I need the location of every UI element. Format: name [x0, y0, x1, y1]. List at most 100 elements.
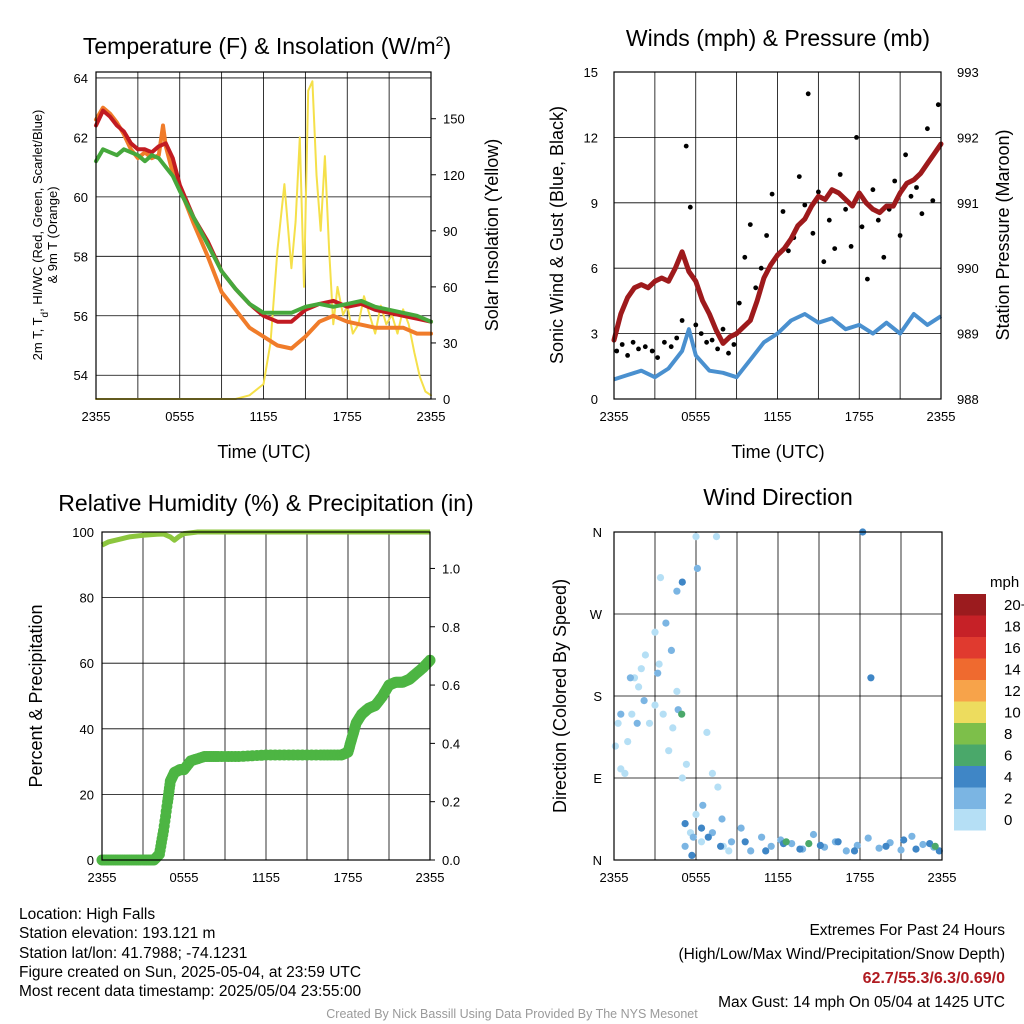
direction-point	[641, 651, 649, 659]
y-tick-labels: 0 20 40 60 80 100	[72, 525, 94, 868]
x-tick-labels: 2355 0555 1155 1755 2355	[600, 409, 956, 424]
direction-point	[875, 844, 883, 852]
y2-tick-label: 90	[443, 224, 457, 239]
direction-point	[809, 830, 818, 839]
direction-point	[621, 769, 629, 777]
direction-point	[897, 846, 905, 854]
legend-swatch	[954, 744, 986, 766]
x-tick-label: 2355	[82, 409, 111, 424]
y2-tick-labels: 0 30 60 90 120 150	[443, 112, 465, 407]
direction-point	[882, 842, 890, 850]
gust-point	[930, 198, 936, 204]
grid	[614, 71, 941, 400]
gust-point	[683, 143, 689, 149]
direction-point	[669, 724, 677, 732]
y2-tick-label: 30	[443, 336, 457, 351]
series-line-sonic-wind	[613, 312, 943, 382]
direction-point	[673, 587, 681, 595]
series-line-solar-insolation	[95, 80, 432, 400]
gust-point	[848, 244, 854, 249]
legend-label: 0	[1004, 812, 1012, 829]
gust-point	[731, 342, 737, 347]
x-axis-label: Time (UTC)	[731, 442, 824, 462]
y2-tick-labels: 988 989 990 991 992 993	[957, 65, 979, 407]
direction-point	[741, 838, 749, 846]
legend-label: 10	[1004, 705, 1021, 722]
gust-point	[753, 285, 759, 291]
direction-point	[689, 833, 697, 841]
extremes-legend: (High/Low/Max Wind/Precipitation/Snow De…	[678, 946, 1006, 963]
gust-point	[919, 211, 925, 217]
direction-point	[662, 619, 670, 627]
y-axis-label-line1: 2m T, Td, HI/WC (Red, Green, Scarlet/Blu…	[30, 110, 51, 361]
direction-point	[718, 815, 726, 823]
gust-point	[630, 339, 636, 345]
plot-frame	[101, 531, 431, 861]
plot-frame	[95, 71, 432, 400]
legend-swatch	[954, 766, 986, 788]
chart-title: Wind Direction	[703, 484, 853, 510]
legend-label: 4	[1004, 769, 1012, 786]
x-tick-label: 1755	[846, 870, 875, 885]
gust-point	[720, 326, 726, 332]
y-tick-label: 62	[74, 130, 88, 145]
y-tick-label: 54	[74, 368, 88, 383]
direction-point	[654, 669, 662, 677]
x-tick-label: 1155	[250, 409, 278, 424]
speed-legend: mph 20+ 18 16 14 12 10 8 6 4 2 0	[954, 574, 1024, 831]
y2-tick-label: 989	[957, 327, 979, 342]
direction-point	[703, 728, 711, 736]
gust-point	[625, 353, 630, 358]
direction-point	[782, 838, 790, 846]
y-tick-label: N	[593, 525, 602, 540]
legend-swatch	[954, 701, 986, 723]
direction-point	[900, 836, 908, 844]
x-tick-label: 2355	[600, 409, 629, 424]
gust-point	[693, 322, 699, 328]
direction-point	[834, 838, 842, 846]
direction-point	[681, 820, 689, 828]
direction-point	[673, 687, 681, 695]
legend-label: 8	[1004, 726, 1012, 743]
y-tick-label: 0	[591, 392, 598, 407]
gust-point	[747, 222, 753, 228]
y-tick-label: 60	[80, 656, 94, 671]
y-axis-label: Sonic Wind & Gust (Blue, Black)	[547, 106, 567, 364]
direction-point	[737, 824, 745, 832]
y2-tick-label: 1.0	[442, 561, 460, 576]
gust-point	[837, 172, 843, 177]
direction-point	[692, 810, 700, 818]
gust-point	[903, 152, 908, 158]
direction-point	[796, 845, 804, 853]
y2-tick-label: 0	[443, 392, 450, 407]
y2-axis-label: Station Pressure (Maroon)	[993, 129, 1013, 340]
direction-point	[678, 774, 686, 782]
gust-point	[736, 300, 742, 306]
y2-tick-label: 150	[443, 112, 465, 127]
direction-point	[762, 847, 770, 855]
gust-point	[914, 185, 919, 190]
direction-point	[725, 847, 733, 855]
x-tick-label: 2355	[416, 870, 445, 885]
max-gust-text: Max Gust: 14 mph On 05/04 at 1425 UTC	[718, 994, 1005, 1011]
legend-swatch	[954, 723, 986, 745]
legend-swatch	[954, 680, 986, 702]
y2-tick-label: 992	[957, 130, 979, 145]
y-tick-label: S	[593, 689, 602, 704]
y-tick-label: 40	[80, 722, 94, 737]
grid	[96, 72, 436, 400]
x-tick-label: 1755	[334, 870, 363, 885]
direction-point	[659, 710, 667, 718]
x-tick-label: 2355	[417, 409, 446, 424]
gust-point	[704, 339, 709, 345]
gust-point	[870, 187, 876, 193]
gust-point	[832, 246, 838, 252]
gust-point	[881, 254, 887, 260]
x-tick-label: 2355	[928, 870, 957, 885]
gust-point	[859, 224, 865, 230]
direction-point	[626, 674, 634, 682]
created-text: Figure created on Sun, 2025-05-04, at 23…	[19, 963, 362, 981]
credit-text: Created By Nick Bassill Using Data Provi…	[326, 1007, 698, 1021]
y2-tick-label: 0.0	[442, 853, 460, 868]
direction-point	[693, 564, 701, 572]
